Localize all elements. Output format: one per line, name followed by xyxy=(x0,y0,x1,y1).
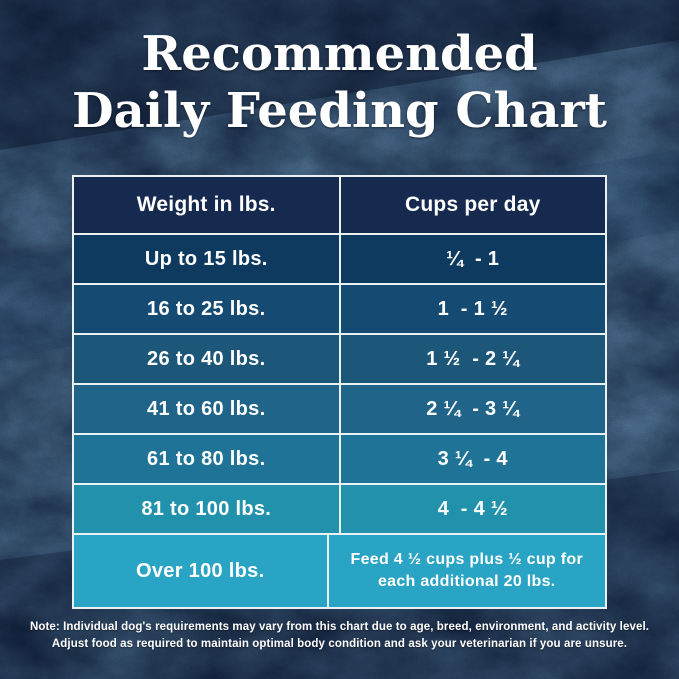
table-row: 16 to 25 lbs. 1 - 1 ½ xyxy=(74,285,605,333)
cups-cell: 3 ¼ - 4 xyxy=(340,435,605,483)
title-line-1: Recommended xyxy=(141,26,538,82)
column-header-cups: Cups per day xyxy=(340,177,605,233)
weight-cell: 16 to 25 lbs. xyxy=(74,285,339,333)
table-header-row: Weight in lbs. Cups per day xyxy=(74,177,605,233)
cups-cell: 2 ¼ - 3 ¼ xyxy=(340,385,605,433)
table-row: 61 to 80 lbs. 3 ¼ - 4 xyxy=(74,435,605,483)
cups-cell: 1 - 1 ½ xyxy=(340,285,605,333)
weight-cell: 81 to 100 lbs. xyxy=(74,485,339,533)
page-title: Recommended Daily Feeding Chart xyxy=(0,26,679,140)
table-row: 81 to 100 lbs. 4 - 4 ½ xyxy=(74,485,605,533)
cups-cell: Feed 4 ½ cups plus ½ cup for each additi… xyxy=(328,535,605,607)
table-row: 41 to 60 lbs. 2 ¼ - 3 ¼ xyxy=(74,385,605,433)
table-row: Over 100 lbs. Feed 4 ½ cups plus ½ cup f… xyxy=(74,535,605,607)
weight-cell: 26 to 40 lbs. xyxy=(74,335,339,383)
weight-cell: Over 100 lbs. xyxy=(74,535,327,607)
feeding-chart-table: Weight in lbs. Cups per day Up to 15 lbs… xyxy=(72,175,607,609)
footer-note-line-2: Adjust food as required to maintain opti… xyxy=(51,638,628,650)
weight-cell: 41 to 60 lbs. xyxy=(74,385,339,433)
table-row: Up to 15 lbs. ¼ - 1 xyxy=(74,235,605,283)
table-row: 26 to 40 lbs. 1 ½ - 2 ¼ xyxy=(74,335,605,383)
footer-note-line-1: Note: Individual dog's requirements may … xyxy=(29,621,650,633)
cups-cell: 1 ½ - 2 ¼ xyxy=(340,335,605,383)
title-line-2: Daily Feeding Chart xyxy=(72,83,607,139)
weight-cell: 61 to 80 lbs. xyxy=(74,435,339,483)
cups-cell: ¼ - 1 xyxy=(340,235,605,283)
footer-note: Note: Individual dog's requirements may … xyxy=(0,619,679,653)
weight-cell: Up to 15 lbs. xyxy=(74,235,339,283)
column-header-weight: Weight in lbs. xyxy=(74,177,339,233)
cups-cell: 4 - 4 ½ xyxy=(340,485,605,533)
